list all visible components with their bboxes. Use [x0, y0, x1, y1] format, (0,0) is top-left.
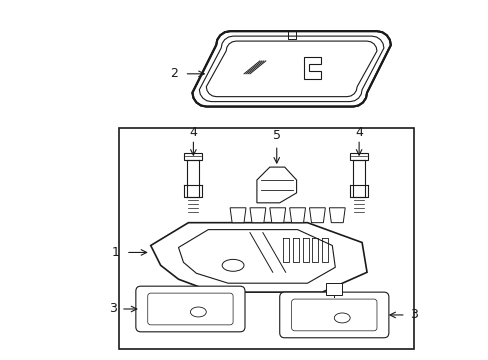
- Text: 4: 4: [354, 126, 362, 139]
- Polygon shape: [328, 208, 345, 223]
- FancyBboxPatch shape: [136, 286, 244, 332]
- Text: 2: 2: [170, 67, 178, 80]
- Text: 3: 3: [109, 302, 117, 315]
- Polygon shape: [192, 31, 390, 107]
- Polygon shape: [256, 167, 296, 203]
- Bar: [119, 129, 413, 349]
- Polygon shape: [289, 208, 305, 223]
- Bar: [184, 153, 202, 160]
- Polygon shape: [249, 208, 265, 223]
- FancyBboxPatch shape: [279, 292, 388, 338]
- Text: 5: 5: [272, 129, 280, 142]
- Polygon shape: [269, 208, 285, 223]
- Polygon shape: [150, 223, 366, 292]
- Polygon shape: [309, 208, 325, 223]
- Bar: [349, 153, 367, 160]
- Polygon shape: [230, 208, 245, 223]
- Bar: [325, 283, 342, 295]
- Text: 3: 3: [409, 309, 417, 321]
- Text: 4: 4: [189, 126, 197, 139]
- Text: 1: 1: [112, 246, 120, 259]
